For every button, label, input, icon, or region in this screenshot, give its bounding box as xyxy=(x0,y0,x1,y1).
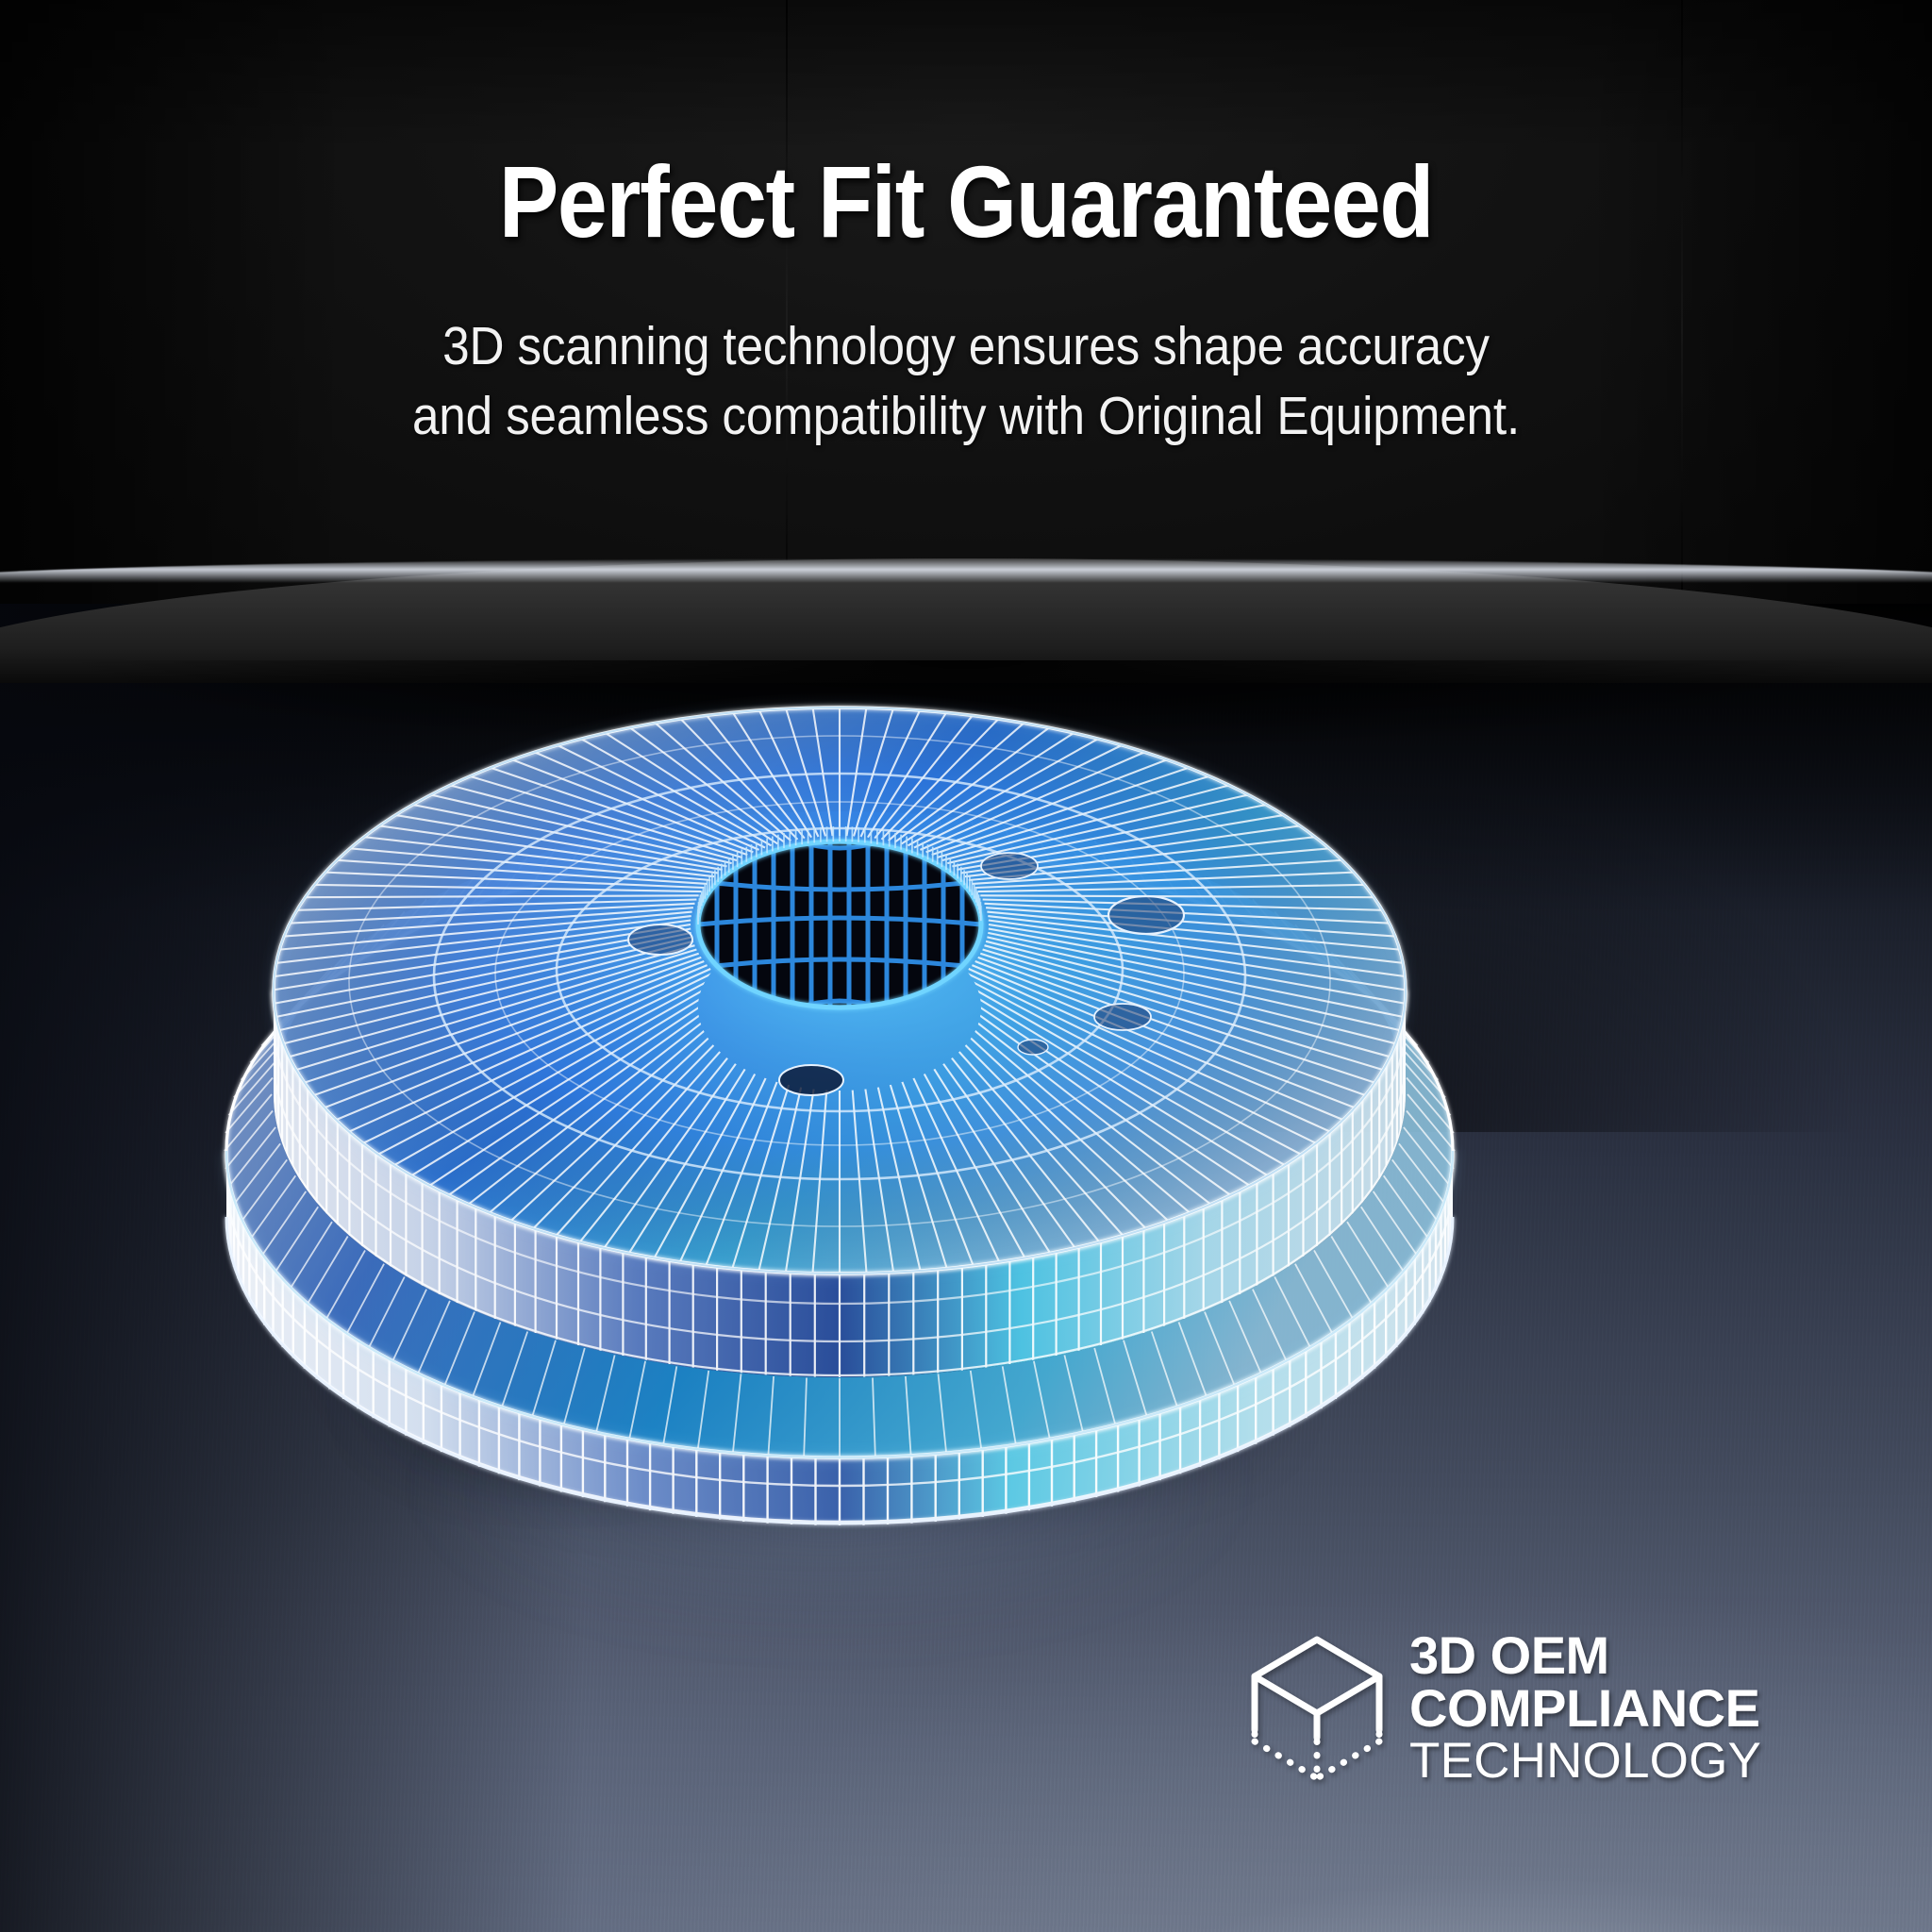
wireframe-cube-icon xyxy=(1245,1632,1389,1790)
subtitle: 3D scanning technology ensures shape acc… xyxy=(96,311,1835,451)
badge-line-3: TECHNOLOGY xyxy=(1409,1732,1762,1789)
subtitle-line-2: and seamless compatibility with Original… xyxy=(411,386,1521,447)
ledge-highlight-line xyxy=(0,558,1932,583)
badge-line-1: 3D OEM xyxy=(1409,1625,1609,1685)
badge-text-block: 3D OEM COMPLIANCE TECHNOLOGY xyxy=(1409,1625,1762,1789)
brake-drum-wireframe xyxy=(170,651,1509,1557)
compliance-badge: 3D OEM COMPLIANCE TECHNOLOGY xyxy=(1245,1625,1762,1790)
wall-vignette xyxy=(0,0,1932,604)
page-title: Perfect Fit Guaranteed xyxy=(498,144,1435,258)
badge-line-2: COMPLIANCE xyxy=(1409,1677,1760,1738)
subtitle-line-1: 3D scanning technology ensures shape acc… xyxy=(442,316,1490,376)
